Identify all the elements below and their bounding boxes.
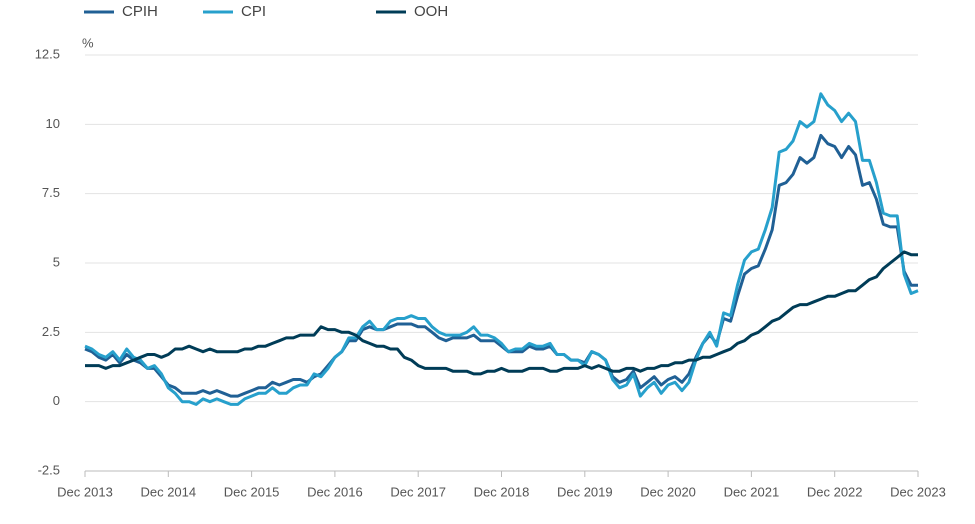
x-tick-label: Dec 2019 <box>557 484 613 499</box>
x-tick-label: Dec 2018 <box>474 484 530 499</box>
x-tick-label: Dec 2022 <box>807 484 863 499</box>
x-tick-label: Dec 2020 <box>640 484 696 499</box>
series-line <box>85 250 918 376</box>
y-tick-label: 7.5 <box>42 185 60 200</box>
series-line <box>84 92 919 406</box>
legend-label: CPI <box>241 3 266 20</box>
legend-label: OOH <box>414 3 448 20</box>
y-tick-label: 12.5 <box>35 46 60 61</box>
y-tick-label: 2.5 <box>42 324 60 339</box>
x-tick-label: Dec 2017 <box>390 484 446 499</box>
legend: CPIH CPI OOH <box>84 3 448 20</box>
y-tick-label: 10 <box>46 116 60 131</box>
x-tick-label: Dec 2016 <box>307 484 363 499</box>
x-tick-label: Dec 2013 <box>57 484 113 499</box>
y-axis-label: % <box>82 35 94 50</box>
x-tick-label: Dec 2021 <box>724 484 780 499</box>
x-tick-label: Dec 2015 <box>224 484 280 499</box>
x-tick-label: Dec 2023 <box>890 484 946 499</box>
x-tick-label: Dec 2014 <box>140 484 196 499</box>
y-tick-label: -2.5 <box>38 462 60 477</box>
y-tick-label: 5 <box>53 254 60 269</box>
y-tick-label: 0 <box>53 393 60 408</box>
series-line <box>84 133 918 398</box>
legend-label: CPIH <box>122 3 158 20</box>
